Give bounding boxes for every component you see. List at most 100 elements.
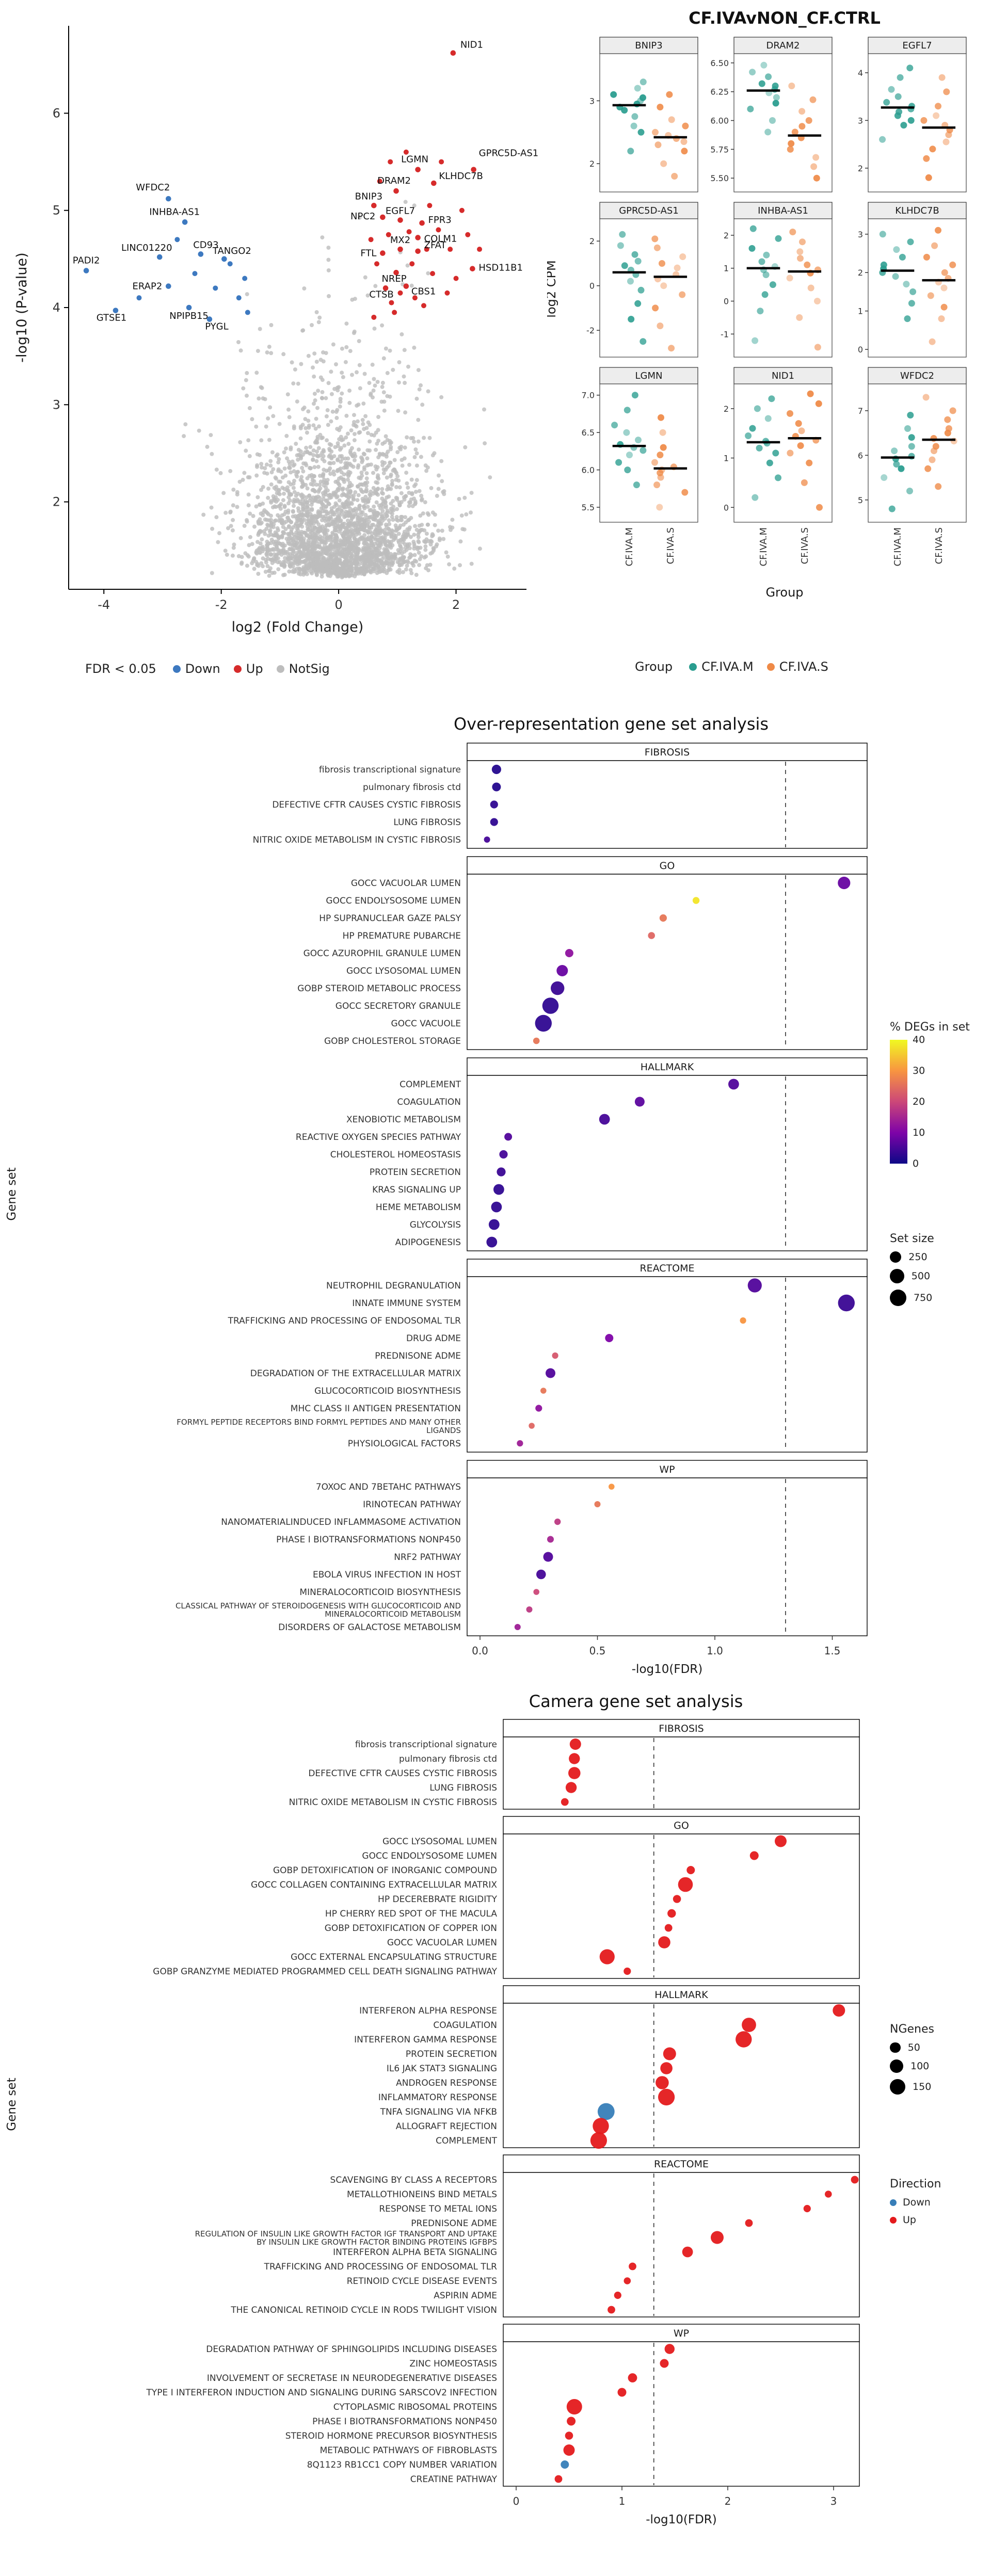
volcano-notsig-point [405,263,410,268]
volcano-notsig-point [236,554,241,558]
volcano-notsig-point [394,485,398,489]
jitter-point [634,85,641,92]
volcano-notsig-point [367,439,372,444]
volcano-notsig-point [435,493,439,498]
gene-set-label: PROTEIN SECRETION [406,2049,497,2059]
volcano-notsig-point [407,555,412,560]
gene-set-label: DEFECTIVE CFTR CAUSES CYSTIC FIBROSIS [308,1768,497,1779]
x-tick-label: -4 [98,598,110,612]
volcano-notsig-point [311,458,315,462]
volcano-notsig-point [367,492,372,497]
volcano-notsig-point [309,523,314,528]
dot [561,1798,569,1806]
dot [609,1484,615,1490]
gene-set-label: DEGRADATION PATHWAY OF SPHINGOLIPIDS INC… [206,2344,497,2355]
gene-label: WFDC2 [136,182,170,193]
dot [736,2031,752,2048]
gene-set-label: DEFECTIVE CFTR CAUSES CYSTIC FIBROSIS [272,800,461,810]
volcano-notsig-point [397,360,402,364]
volcano-down-point [136,295,142,301]
legend-item: 750 [890,1290,934,1307]
jitter-point [772,83,779,89]
dot [526,1606,533,1613]
volcano-notsig-point [404,494,408,498]
volcano-notsig-point [320,518,324,523]
volcano-notsig-point [305,486,310,491]
volcano-notsig-point [412,455,417,459]
gene-set-label: 7OXOC AND 7BETAHC PATHWAYS [316,1482,461,1492]
down-points [136,237,250,315]
volcano-notsig-point [365,293,370,298]
volcano-notsig-point [417,387,422,392]
volcano-notsig-point [251,513,255,518]
dot [533,1037,540,1044]
facet-strip [733,367,833,384]
jitter-point [807,284,814,292]
volcano-notsig-point [355,370,359,375]
jitter-point [925,174,932,181]
dot [686,1866,695,1874]
jitter-point [752,337,759,344]
jitter-point [935,227,941,234]
dot [484,836,490,843]
volcano-notsig-point [412,203,417,208]
volcano-notsig-point [248,511,252,516]
dot [569,1753,580,1764]
volcano-notsig-point [357,548,362,552]
volcano-notsig-point [311,423,316,428]
jitter-point [908,434,915,441]
gene-set-label: METALLOTHIONEINS BIND METALS [347,2189,497,2200]
volcano-notsig-point [402,532,406,537]
volcano-notsig-point [322,569,326,573]
jitter-point [763,251,770,259]
volcano-notsig-point [226,526,230,530]
jitter-point [754,405,761,412]
legend-item-label: 50 [907,2042,920,2053]
volcano-notsig-point [252,567,257,571]
gene-label: CD93 [193,239,218,250]
legend-item-label: 750 [914,1292,933,1304]
dot [492,782,501,792]
volcano-notsig-point [310,507,314,511]
volcano-notsig-point [311,448,316,453]
volcano-up-point [397,290,403,296]
dot [556,965,568,976]
volcano-notsig-point [294,442,298,446]
gene-set-label: IRINOTECAN PATHWAY [363,1500,461,1510]
volcano-notsig-point [307,425,311,430]
volcano-notsig-point [381,471,386,475]
jitter-point [931,242,938,249]
volcano-notsig-point [363,414,368,418]
volcano-notsig-point [302,560,307,565]
jitter-point [627,148,634,155]
volcano-notsig-point [285,516,290,520]
volcano-gene-point [166,196,171,202]
volcano-notsig-point [432,451,437,456]
volcano-notsig-point [238,440,243,444]
volcano-notsig-point [333,543,338,548]
facet-panel [467,760,868,849]
gene-label: LGMN [401,154,428,165]
dot [747,1278,762,1293]
volcano-notsig-point [245,518,249,522]
volcano-notsig-point [397,485,402,490]
legend-item-label: Down [185,662,220,676]
volcano-notsig-point [245,371,249,375]
volcano-notsig-point [254,424,259,429]
volcano-gene-point [371,203,377,208]
volcano-notsig-point [383,559,388,564]
volcano-notsig-point [289,445,293,450]
facet-title: DRAM2 [766,40,800,51]
volcano-notsig-point [351,464,356,469]
volcano-notsig-point [407,527,411,532]
volcano-down-point [213,285,218,291]
volcano-notsig-point [402,559,406,564]
volcano-notsig-point [326,381,331,385]
volcano-notsig-point [274,454,279,458]
gene-set-label: PHASE I BIOTRANSFORMATIONS NONP450 [312,2417,497,2427]
volcano-notsig-point [256,519,261,524]
jitter-point [652,128,659,136]
jitter-point [764,415,772,422]
dot [540,1388,547,1394]
volcano-notsig-point [300,328,305,333]
